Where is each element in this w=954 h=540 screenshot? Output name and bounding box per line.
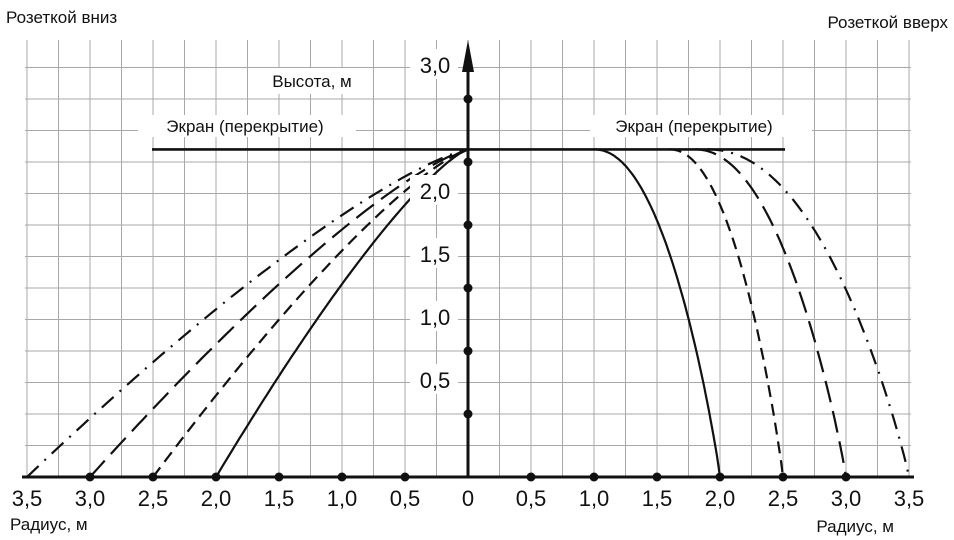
y-tick-label: 0,5 xyxy=(420,368,451,393)
curve-socket-up-solid xyxy=(594,148,722,478)
y-tick-label-bg xyxy=(410,175,458,205)
screen-label-left-bg xyxy=(138,115,356,137)
label-socket-up: Розеткой вверх xyxy=(827,13,948,32)
x-tick-dot xyxy=(337,472,347,482)
axes: Высота, м xyxy=(22,40,914,482)
x-tick-label: 3,0 xyxy=(831,486,862,511)
y-tick-dot xyxy=(463,409,473,419)
y-tick-dot xyxy=(463,94,473,104)
x-tick-label: 0,5 xyxy=(516,486,547,511)
x-tick-dot xyxy=(148,472,158,482)
x-tick-dot xyxy=(400,472,410,482)
y-tick-dot xyxy=(463,283,473,293)
y-tick-label-bg xyxy=(410,364,458,394)
curve-socket-down-dash-dot xyxy=(26,148,469,478)
y-axis-label: Высота, м xyxy=(272,72,352,91)
screen-label-left: Экран (перекрытие) xyxy=(166,117,323,136)
x-tick-label: 2,5 xyxy=(138,486,169,511)
curve-socket-up-long-dash xyxy=(694,148,848,478)
x-tick-dot xyxy=(652,472,662,482)
x-tick-label: 0 xyxy=(462,486,474,511)
y-tick-label: 1,0 xyxy=(420,305,451,330)
x-tick-label: 2,0 xyxy=(201,486,232,511)
curve-socket-down-long-dash xyxy=(89,148,469,478)
y-tick-label-bg xyxy=(410,238,458,268)
screen-lines: Экран (перекрытие) Экран (перекрытие) xyxy=(138,115,812,151)
x-tick-label: 2,5 xyxy=(768,486,799,511)
x-tick-dot xyxy=(715,472,725,482)
x-tick-dot xyxy=(526,472,536,482)
y-axis-label-bg xyxy=(250,68,366,94)
x-tick-dot xyxy=(211,472,221,482)
curve-socket-up-short-dash xyxy=(669,148,785,478)
x-tick-dot xyxy=(841,472,851,482)
x-tick-label: 3,0 xyxy=(75,486,106,511)
y-tick-label-bg xyxy=(410,301,458,331)
x-tick-label: 0,5 xyxy=(390,486,421,511)
label-socket-down: Розеткой вниз xyxy=(6,8,118,27)
x-tick-label: 1,0 xyxy=(579,486,610,511)
x-tick-label: 3,5 xyxy=(894,486,925,511)
label-radius-right: Радиус, м xyxy=(816,517,894,536)
y-tick-label-bg xyxy=(410,49,458,79)
y-tick-dot xyxy=(463,220,473,230)
y-tick-label: 3,0 xyxy=(420,53,451,78)
y-tick-dot xyxy=(463,346,473,356)
x-tick-dot xyxy=(778,472,788,482)
x-tick-label: 2,0 xyxy=(705,486,736,511)
curve-socket-up-dash-dot xyxy=(707,148,911,478)
y-axis-arrow xyxy=(462,40,474,72)
y-tick-label: 2,0 xyxy=(420,179,451,204)
curve-socket-down-solid xyxy=(215,148,469,478)
x-tick-label: 1,5 xyxy=(264,486,295,511)
x-tick-dot xyxy=(589,472,599,482)
curve-socket-down-short-dash xyxy=(152,148,469,478)
x-tick-label: 1,5 xyxy=(642,486,673,511)
label-radius-left: Радиус, м xyxy=(10,515,88,534)
x-tick-dot xyxy=(85,472,95,482)
x-tick-label: 1,0 xyxy=(327,486,358,511)
curves xyxy=(26,148,911,478)
y-tick-label: 1,5 xyxy=(420,242,451,267)
x-tick-dot xyxy=(274,472,284,482)
screen-label-right: Экран (перекрытие) xyxy=(615,117,772,136)
tick-labels: 3,5 3,0 2,5 2,0 1,5 1,0 0,5 0 0,5 1,0 1,5 2,0 2,5 3,0… xyxy=(12,49,925,511)
x-tick-label: 3,5 xyxy=(12,486,43,511)
center-dot xyxy=(463,157,473,167)
screen-label-right-bg xyxy=(590,115,812,137)
